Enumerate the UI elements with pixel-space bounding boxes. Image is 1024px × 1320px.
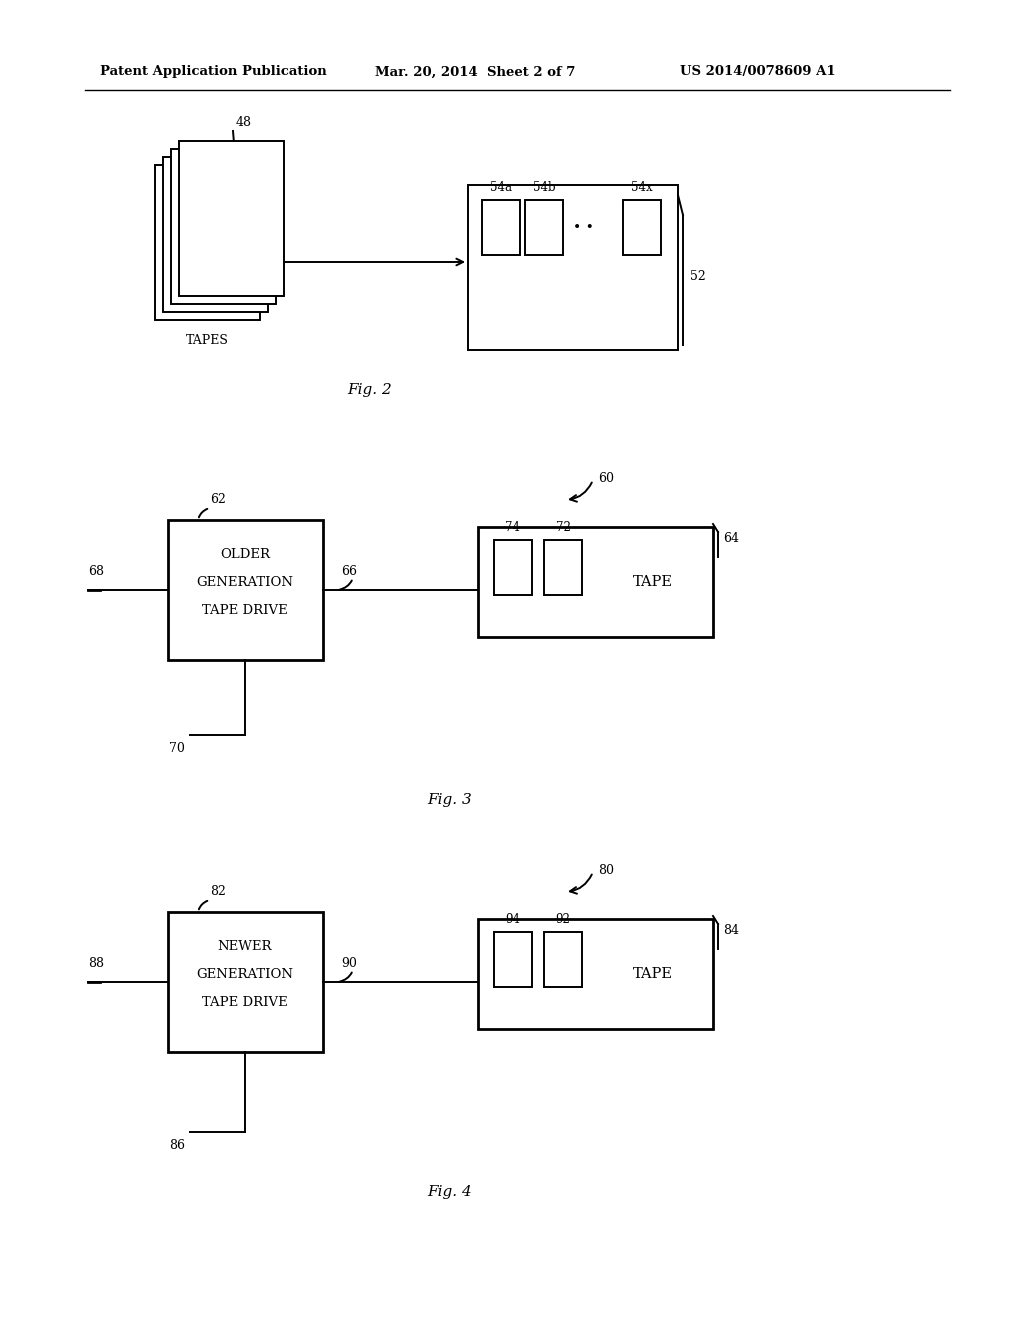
Text: 52: 52 — [690, 271, 706, 284]
Text: TAPE DRIVE: TAPE DRIVE — [202, 605, 288, 618]
Bar — [525, 201, 563, 255]
Bar — [171, 149, 276, 304]
Text: NEWER: NEWER — [218, 940, 272, 953]
Text: 94: 94 — [506, 913, 520, 927]
Text: 74: 74 — [506, 521, 520, 535]
Bar — [494, 932, 532, 987]
Text: 72: 72 — [556, 521, 570, 535]
Bar — [168, 912, 323, 1052]
Text: 88: 88 — [88, 957, 104, 970]
Text: 48: 48 — [236, 116, 252, 129]
Text: 64: 64 — [723, 532, 739, 545]
Text: TAPE: TAPE — [633, 968, 673, 981]
Text: 84: 84 — [723, 924, 739, 937]
Text: 54b: 54b — [532, 181, 555, 194]
Text: GENERATION: GENERATION — [197, 577, 294, 590]
Text: Fig. 3: Fig. 3 — [428, 793, 472, 807]
Text: 54a: 54a — [490, 181, 512, 194]
Text: 60: 60 — [598, 471, 614, 484]
Bar — [478, 919, 713, 1030]
Text: • •: • • — [572, 220, 594, 234]
Text: Fig. 2: Fig. 2 — [347, 383, 392, 397]
Text: 86: 86 — [169, 1139, 185, 1152]
Text: US 2014/0078609 A1: US 2014/0078609 A1 — [680, 66, 836, 78]
Text: TAPES: TAPES — [185, 334, 228, 347]
Text: 90: 90 — [341, 957, 357, 970]
Bar — [468, 185, 678, 350]
Text: GENERATION: GENERATION — [197, 969, 294, 982]
Text: Fig. 4: Fig. 4 — [428, 1185, 472, 1199]
Text: OLDER: OLDER — [220, 549, 270, 561]
Text: 62: 62 — [210, 492, 226, 506]
Text: 82: 82 — [210, 884, 226, 898]
Bar — [163, 157, 268, 312]
Text: 66: 66 — [341, 565, 357, 578]
Bar — [544, 932, 582, 987]
Bar — [482, 201, 520, 255]
Text: 68: 68 — [88, 565, 104, 578]
Text: Mar. 20, 2014  Sheet 2 of 7: Mar. 20, 2014 Sheet 2 of 7 — [375, 66, 575, 78]
Bar — [544, 540, 582, 595]
Bar — [623, 201, 662, 255]
Text: TAPE DRIVE: TAPE DRIVE — [202, 997, 288, 1010]
Bar — [478, 527, 713, 638]
Text: 70: 70 — [169, 742, 185, 755]
Text: 80: 80 — [598, 863, 614, 876]
Bar — [179, 141, 284, 296]
Text: 92: 92 — [556, 913, 570, 927]
Text: TAPE: TAPE — [633, 576, 673, 589]
Text: 54x: 54x — [631, 181, 653, 194]
Bar — [494, 540, 532, 595]
Text: Patent Application Publication: Patent Application Publication — [100, 66, 327, 78]
Bar — [155, 165, 260, 319]
Bar — [168, 520, 323, 660]
